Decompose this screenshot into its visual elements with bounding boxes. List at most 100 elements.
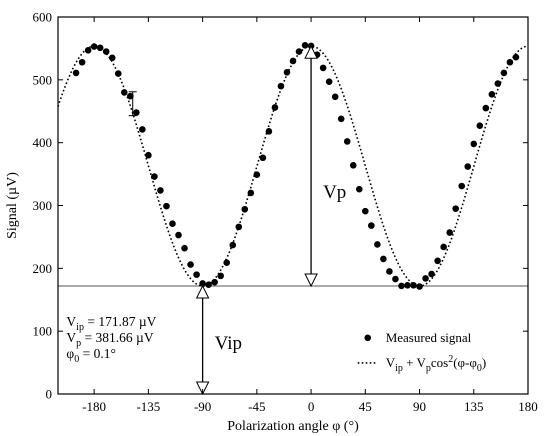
y-axis: 0 100 200 300 400 500 600 [33,10,528,402]
data-point [205,281,212,288]
data-point [488,90,496,98]
arrow-head [304,273,318,288]
data-point [84,47,92,54]
data-point [362,207,369,215]
data-point [102,48,110,55]
data-point [301,41,309,49]
vip-label: Vip [215,333,242,354]
data-point [114,70,122,77]
data-point [368,222,375,229]
data-point [289,57,297,65]
data-point [476,122,484,130]
legend-label: Vip​ + Vp​cos2​(φ-φ0​) [386,354,487,374]
x-axis-title: Polarization angle φ (°) [227,419,359,434]
parameter-line: Vp = 381.66 µV [66,330,153,349]
data-point [145,151,152,159]
data-point [193,271,200,278]
data-point [434,257,441,265]
data-point [259,154,267,162]
data-point [96,44,104,52]
data-point [470,140,478,148]
y-tick-label: 100 [33,324,53,339]
data-point [253,171,261,179]
x-axis: -180 -135 -90 -45 0 45 90 135 180 [82,17,538,414]
data-point [283,68,291,76]
data-point [416,283,423,290]
data-point [464,163,472,170]
data-point [139,126,146,133]
data-point [343,138,351,145]
data-point [446,229,453,236]
data-point [120,89,128,96]
arrow-head [195,381,210,396]
vp-label: Vp [323,182,346,203]
data-point [482,104,490,112]
y-tick-label: 0 [46,387,53,402]
data-point [175,231,182,239]
y-tick-label: 500 [33,72,53,87]
data-point [277,82,285,90]
data-point [169,220,176,228]
data-point [217,272,224,280]
data-point [355,185,363,193]
x-tick-label: 45 [359,399,372,414]
data-point [90,43,98,50]
x-tick-label: 90 [413,399,426,414]
data-point [235,223,243,231]
data-point [398,282,405,290]
x-tick-label: -45 [248,399,265,414]
data-point [494,80,502,87]
arrow-head [304,45,318,59]
data-point [295,48,303,55]
data-point [271,104,279,111]
x-tick-label: -180 [82,399,106,414]
data-point [187,261,194,268]
data-point [72,69,80,77]
legend: Measured signal Vip​ + Vp​cos2​(φ-φ0​) [357,330,487,374]
x-tick-label: -90 [194,399,211,414]
y-tick-label: 300 [33,198,53,213]
data-point [108,54,116,62]
data-point [229,241,237,249]
y-tick-label: 600 [33,10,53,25]
y-tick-label: 200 [33,261,53,276]
arrow-head [195,284,210,299]
data-point [404,281,411,289]
fit-curve [57,45,529,287]
data-point [78,58,86,66]
data-point [392,275,399,283]
data-point [199,280,206,287]
data-point [223,259,231,266]
data-point [458,182,466,190]
data-point [331,93,339,101]
data-point [265,128,273,135]
data-point [181,244,188,252]
data-point [410,281,417,289]
data-point [211,278,218,286]
data-point [163,202,170,210]
vip-arrow: Vip [195,284,242,396]
parameter-line: Vip = 171.87 µV [66,314,156,333]
data-point [247,189,255,197]
data-point [319,64,327,72]
data-point [349,161,357,169]
data-point [506,58,514,66]
data-point [337,115,345,123]
y-tick-label: 400 [33,135,53,150]
data-point [512,53,520,61]
data-point [127,92,134,100]
legend-label: Measured signal [386,330,472,345]
x-tick-label: 180 [518,399,538,414]
data-point [422,275,429,282]
data-point [325,78,333,86]
parameter-line: φ0 = 0.1° [66,346,115,365]
data-point [386,268,393,275]
data-point [380,255,387,263]
data-point [440,243,447,251]
legend-marker-dot [364,334,372,342]
x-tick-label: -135 [136,399,160,414]
data-point [133,109,140,116]
data-point [500,69,508,77]
